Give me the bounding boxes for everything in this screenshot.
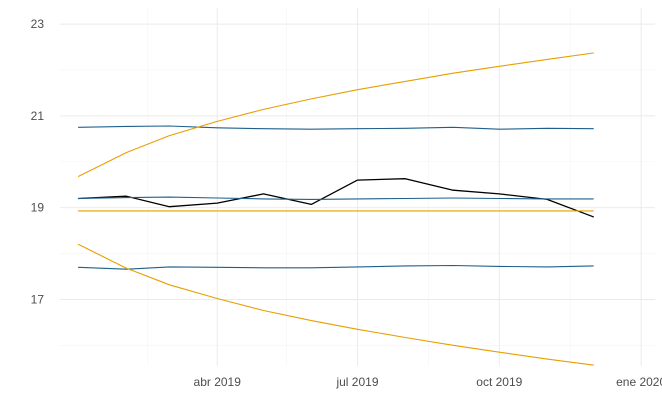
y-tick-label: 17 [31, 292, 45, 306]
x-axis-tick-labels: abr 2019 jul 2019 oct 2019 ene 2020 [194, 375, 662, 389]
series-line-5 [77, 52, 594, 177]
x-tick-label: ene 2020 [616, 375, 662, 389]
series-line-2 [77, 125, 594, 130]
series-line-3 [77, 196, 594, 200]
x-tick-label: abr 2019 [194, 375, 242, 389]
y-tick-label: 19 [31, 201, 45, 215]
x-tick-label: oct 2019 [476, 375, 522, 389]
x-tick-label: jul 2019 [335, 375, 378, 389]
series-line-4 [77, 264, 594, 270]
y-tick-label: 21 [31, 109, 45, 123]
series-lines [77, 52, 594, 366]
y-tick-label: 23 [31, 17, 45, 31]
y-axis-tick-labels: 17 19 21 23 [31, 17, 45, 306]
series-line-7 [77, 243, 594, 366]
major-gridlines [60, 8, 655, 366]
series-line-1 [77, 178, 594, 218]
